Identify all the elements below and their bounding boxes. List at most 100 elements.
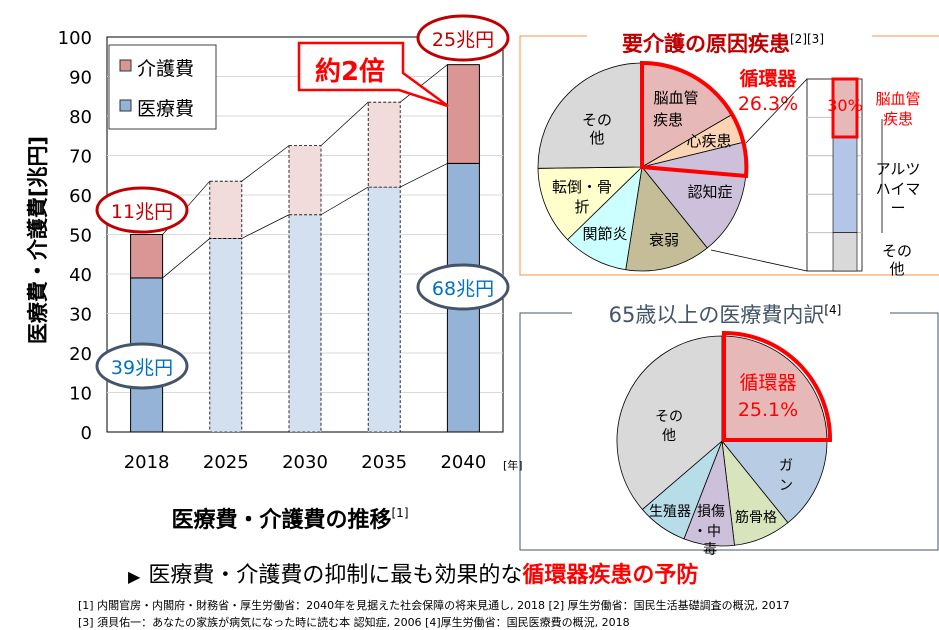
callout-medical-2018	[95, 342, 189, 390]
y-tick-label: 90	[69, 68, 92, 89]
pie2-label-injury-3: 毒	[703, 542, 717, 558]
care-causes-panel: 要介護の原因疾患[2][3] 循環器 26.3% 脳血管 疾患 心疾患 認知症 …	[519, 32, 939, 278]
pie1-label-cerebro: 脳血管	[653, 89, 698, 107]
pie2-label-other-2: 他	[662, 428, 676, 444]
legend-label-care: 介護費	[137, 58, 194, 80]
callout-medical-2040	[416, 263, 510, 311]
conclusion-highlight: 循環器疾患の予防	[522, 562, 698, 588]
x-tick-label: 2030	[282, 452, 328, 473]
pie1-label-dementia: 認知症	[687, 183, 732, 201]
x-tick-label: 2035	[361, 452, 407, 473]
pie2-label-cancer-2: ン	[779, 478, 793, 494]
y-tick-label: 70	[69, 147, 92, 168]
breakdown-highlight-outline	[831, 77, 859, 139]
panel-frame-2	[519, 312, 939, 551]
pie-slice-その他	[537, 62, 643, 169]
pie2-highlight-value: 25.1%	[738, 399, 798, 421]
pie2	[616, 335, 828, 547]
y-tick-label: 50	[69, 226, 92, 247]
pie1-highlight-value: 26.3%	[738, 93, 798, 115]
bar-care-2035	[367, 101, 401, 188]
breakdown-label-alz: アルツ	[876, 160, 921, 178]
pie-slice-循環器	[721, 335, 828, 443]
bar-care-2040	[446, 64, 480, 164]
pie-slice-衰弱	[625, 166, 708, 272]
breakdown-segment-その他	[832, 232, 858, 272]
panel-frame	[519, 35, 939, 276]
x-tick-label: 2025	[203, 452, 249, 473]
pie2-label-injury-2: ・中	[693, 524, 721, 540]
pie2-label-repro: 生殖器	[649, 503, 691, 520]
pie1-label-cerebro-2: 疾患	[653, 111, 683, 129]
pie1-title: 要介護の原因疾患[2][3]	[622, 32, 824, 56]
pie-slice-その他	[616, 335, 723, 511]
breakdown-connector-bottom	[710, 249, 808, 272]
breakdown-label-cerebro: 脳血管	[875, 90, 920, 108]
y-tick-label: 30	[69, 305, 92, 326]
pie2-title-ref: [4]	[824, 303, 841, 317]
series-connector	[400, 163, 448, 188]
y-tick-label: 20	[69, 344, 92, 365]
pie1-label-other-2: 他	[589, 129, 604, 147]
chart-title: 医療費・介護費の推移[1]	[171, 506, 408, 533]
y-axis-label: 医療費・介護費[兆円]	[26, 136, 50, 344]
callout-care-2018	[95, 186, 189, 234]
pie2-label-injury: 損傷	[697, 504, 725, 520]
series-connector	[162, 238, 211, 279]
pie1-label-fall-2: 折	[574, 198, 589, 216]
pie2-highlight-outline	[722, 330, 833, 442]
x-tick-label: 2040	[440, 452, 486, 473]
breakdown-label-cerebro-2: 疾患	[883, 110, 913, 128]
pie1-title-ref: [2][3]	[790, 32, 824, 46]
callout-care-2040-text: 25兆円	[432, 29, 494, 51]
bar-care-2018	[130, 234, 164, 279]
callout-care-2040	[416, 14, 510, 62]
chart-title-ref: [1]	[392, 506, 409, 520]
ratio-callout-text: 約2倍	[315, 56, 385, 87]
bar-medical-2025	[209, 238, 243, 433]
series-connector	[320, 101, 369, 146]
legend: 介護費 医療費	[108, 44, 217, 130]
y-tick-label: 10	[69, 384, 92, 405]
breakdown-value-cerebro: 30%	[827, 96, 863, 115]
y-tick-label: 60	[69, 186, 92, 207]
breakdown-label-other-2: 他	[889, 260, 904, 278]
breakdown-label-alz-2: ハイマ	[876, 180, 921, 198]
pie1-highlight-outline	[640, 60, 749, 179]
pie2-label-cancer: ガ	[779, 458, 793, 474]
series-connector	[241, 214, 290, 239]
pie1-label-joint: 関節炎	[582, 225, 627, 243]
pie1-highlight-label: 循環器	[739, 67, 797, 90]
pie2-label-muscle: 筋骨格	[735, 509, 777, 526]
bar-care-2030	[288, 145, 322, 216]
breakdown-connector-top	[745, 78, 808, 144]
bar-medical-2035	[367, 186, 401, 433]
bar-care-2025	[209, 180, 243, 239]
pie-slice-ガン	[721, 440, 828, 524]
pie2-title: 65歳以上の医療費内訳[4]	[609, 303, 842, 327]
legend-swatch-medical	[119, 99, 132, 112]
breakdown-label-other: その	[882, 242, 912, 260]
callout-care-2018-text: 11兆円	[111, 201, 173, 223]
pie1-title-text: 要介護の原因疾患	[622, 32, 790, 56]
breakdown-label-alz-3: ー	[890, 199, 905, 217]
legend-box	[108, 44, 217, 130]
pie2-highlight-label: 循環器	[739, 372, 796, 394]
medical-breakdown-panel: 65歳以上の医療費内訳[4] 循環器 25.1% その 他 ガ ン 筋骨格 損傷…	[519, 303, 939, 558]
y-tick-label: 40	[69, 265, 92, 286]
series-connector	[241, 145, 290, 182]
pie1-label-heart: 心疾患	[686, 132, 731, 150]
callout-medical-2040-text: 68兆円	[432, 278, 494, 300]
conclusion: ▶ 医療費・介護費の抑制に最も効果的な循環器疾患の予防	[128, 562, 698, 588]
y-tick-label: 80	[69, 107, 92, 128]
conclusion-text: 医療費・介護費の抑制に最も効果的な	[148, 563, 522, 588]
legend-swatch-care	[119, 59, 132, 72]
y-tick-label: 100	[58, 28, 92, 49]
legend-label-medical: 医療費	[137, 98, 194, 120]
reference-line-1: [1] 内閣官房・内閣府・財務省・厚生労働省：2040年を見据えた社会保障の将来…	[78, 598, 790, 612]
x-unit-label: [年]	[503, 458, 523, 472]
chart-title-text: 医療費・介護費の推移	[171, 507, 391, 533]
series-connector	[399, 64, 448, 103]
